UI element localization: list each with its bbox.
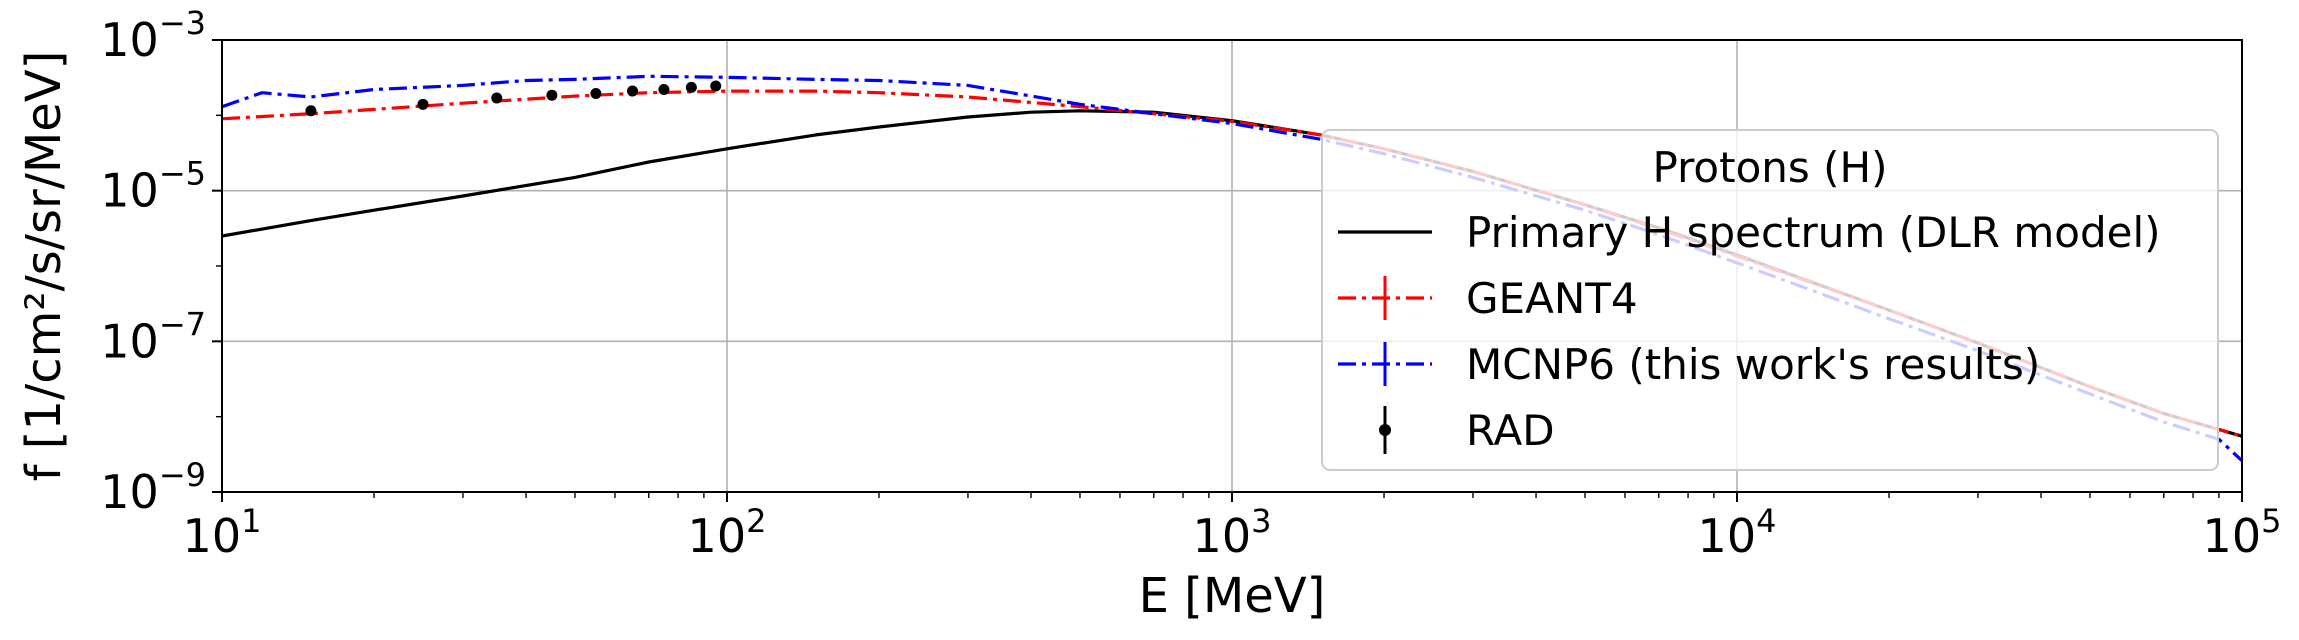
series-2-line [222, 74, 2242, 462]
legend-label: MCNP6 (this work's results) [1466, 340, 2040, 389]
y-tick-label: 10−7 [100, 305, 206, 368]
legend-entries: Primary H spectrum (DLR model) GEANT4 MCNP… [1338, 208, 2161, 455]
x-tick-label: 102 [688, 502, 767, 563]
x-tick-labels: 101 102 103 104 105 [183, 502, 2282, 563]
x-tick-label: 101 [183, 502, 262, 563]
legend-label: RAD [1466, 406, 1555, 455]
legend-label: GEANT4 [1466, 274, 1638, 323]
tick-marks [212, 39, 2243, 502]
legend-label: Primary H spectrum (DLR model) [1466, 208, 2161, 257]
rad-point [658, 84, 670, 96]
y-axis-label: f [1/cm²/s/sr/MeV] [16, 51, 72, 482]
y-tick-label: 10−5 [100, 155, 206, 218]
rad-point [685, 81, 697, 93]
legend-marker [1379, 424, 1391, 436]
y-tick-labels: 10−9 10−7 10−5 10−3 [100, 4, 206, 519]
rad-point [305, 105, 317, 117]
y-tick-label: 10−3 [100, 4, 206, 67]
x-axis-label: E [MeV] [1139, 568, 1326, 624]
rad-point [590, 87, 602, 99]
rad-point [417, 98, 429, 110]
x-tick-label: 103 [1193, 502, 1272, 563]
y-tick-label: 10−9 [100, 456, 206, 519]
x-tick-label: 104 [1698, 502, 1777, 563]
legend-title: Protons (H) [1653, 143, 1888, 192]
x-tick-label: 105 [2203, 502, 2282, 563]
rad-point [546, 89, 558, 101]
rad-point [491, 92, 503, 104]
legend-box [1321, 129, 2219, 471]
rad-point [627, 85, 639, 97]
legend: Protons (H) Primary H spectrum (DLR mode… [1321, 129, 2219, 471]
rad-point [710, 80, 722, 92]
